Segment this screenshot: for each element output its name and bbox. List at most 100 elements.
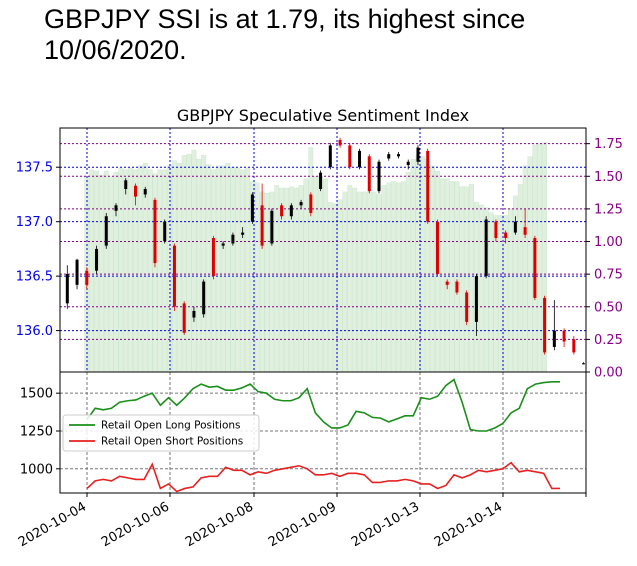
candle-body — [114, 205, 118, 211]
ssi-bar — [191, 149, 197, 373]
candle-body — [289, 205, 293, 217]
candle-body — [319, 172, 323, 189]
ssi-bar — [235, 168, 241, 373]
ssi-bar — [371, 191, 377, 373]
ssi-tick-label: 1.50 — [594, 170, 623, 185]
candle-body — [65, 273, 69, 304]
candle-body — [250, 194, 254, 222]
ssi-bar — [118, 168, 124, 373]
ssi-tick-label: 1.75 — [594, 137, 623, 152]
ssi-bar — [366, 191, 372, 373]
long-positions-line — [86, 378, 560, 432]
ssi-bar — [488, 212, 494, 373]
candle-body — [533, 238, 537, 298]
ssi-bar — [254, 182, 260, 373]
ssi-bar — [230, 166, 236, 373]
ssi-bar — [410, 159, 416, 373]
ssi-bar — [89, 169, 95, 373]
ssi-bar — [298, 185, 304, 373]
candle-body — [163, 221, 167, 242]
price-tick-label: 137.5 — [16, 161, 53, 176]
candle-body — [348, 145, 352, 168]
ssi-bar — [123, 169, 129, 373]
legend-label: Retail Open Long Positions — [101, 420, 241, 432]
candle-body — [465, 292, 469, 322]
candle-body — [309, 194, 313, 213]
candle-body — [455, 281, 459, 293]
candle-body — [572, 339, 576, 353]
candle-body — [270, 210, 274, 244]
short-positions-line — [86, 461, 560, 493]
ssi-bars — [84, 142, 547, 373]
ssi-bar — [128, 168, 134, 373]
ssi-bar — [478, 204, 484, 373]
candle-body — [133, 185, 137, 197]
ssi-bar — [137, 165, 143, 373]
plot-frames — [59, 127, 587, 494]
candle-body — [299, 202, 303, 206]
ssi-bar — [225, 163, 231, 373]
ssi-bar — [522, 165, 528, 373]
ssi-tick-label: 0.75 — [594, 268, 623, 283]
ssi-bar — [464, 186, 470, 373]
candle-body — [406, 161, 410, 166]
ssi-bar — [274, 185, 280, 373]
ssi-bar — [308, 147, 314, 373]
candle-body — [280, 205, 284, 217]
ssi-tick-label: 0.50 — [594, 300, 623, 315]
price-tick-label: 136.5 — [16, 270, 53, 285]
date-tick-label: 2020-10-09 — [266, 499, 339, 550]
page-title: GBPJPY SSI is at 1.79, its highest since… — [44, 4, 526, 65]
ssi-bar — [147, 169, 153, 373]
candle-body — [124, 180, 128, 189]
ssi-bar — [176, 163, 182, 373]
candle-body — [396, 154, 400, 157]
ssi-bar — [240, 169, 246, 373]
candle-body — [192, 311, 196, 318]
candle-body — [358, 150, 362, 168]
candle-body — [153, 199, 157, 264]
ssi-bar — [449, 181, 455, 373]
legend: Retail Open Long Positions Retail Open Sh… — [62, 414, 260, 452]
candle-body — [445, 281, 449, 285]
ssi-bar — [323, 178, 328, 373]
candle-body — [416, 147, 420, 162]
candle-body — [143, 189, 147, 195]
ssi-bar — [342, 191, 348, 373]
candle-body — [85, 270, 89, 285]
ssi-bar — [405, 172, 411, 373]
candle-body — [523, 227, 527, 235]
ssi-bar — [352, 187, 358, 373]
candle-body — [328, 145, 332, 168]
candle-body — [387, 154, 391, 159]
candle-body — [435, 221, 439, 274]
candle-body — [231, 234, 235, 244]
ssi-bar — [498, 215, 504, 373]
ssi-bar — [391, 181, 397, 373]
ssi-bar — [439, 178, 445, 373]
price-tick-label: 136.0 — [16, 324, 53, 339]
candle-body — [513, 221, 517, 233]
ssi-bar — [245, 168, 250, 373]
ssi-bar — [357, 191, 362, 373]
candle-body — [172, 245, 176, 307]
positions-tick-label: 1250 — [20, 424, 53, 439]
date-tick-label: 2020-10-08 — [183, 499, 256, 550]
candle-body — [562, 330, 566, 342]
ssi-bar — [206, 164, 211, 373]
ssi-bar — [459, 186, 465, 373]
ssi-bar — [157, 169, 163, 373]
ssi-bar — [362, 191, 367, 373]
candle-body — [104, 216, 108, 246]
candle-body — [221, 243, 225, 246]
ssi-bar — [264, 193, 270, 373]
candle-body — [484, 219, 488, 277]
positions-tick-label: 1500 — [20, 387, 53, 402]
positions-tick-label: 1000 — [20, 462, 53, 477]
candle-body — [504, 232, 508, 239]
date-tick-label: 2020-10-13 — [349, 499, 422, 550]
ssi-bar — [337, 199, 343, 373]
date-tick-label: 2020-10-14 — [432, 499, 505, 550]
candle-body — [95, 248, 99, 271]
ssi-bar — [99, 174, 104, 373]
